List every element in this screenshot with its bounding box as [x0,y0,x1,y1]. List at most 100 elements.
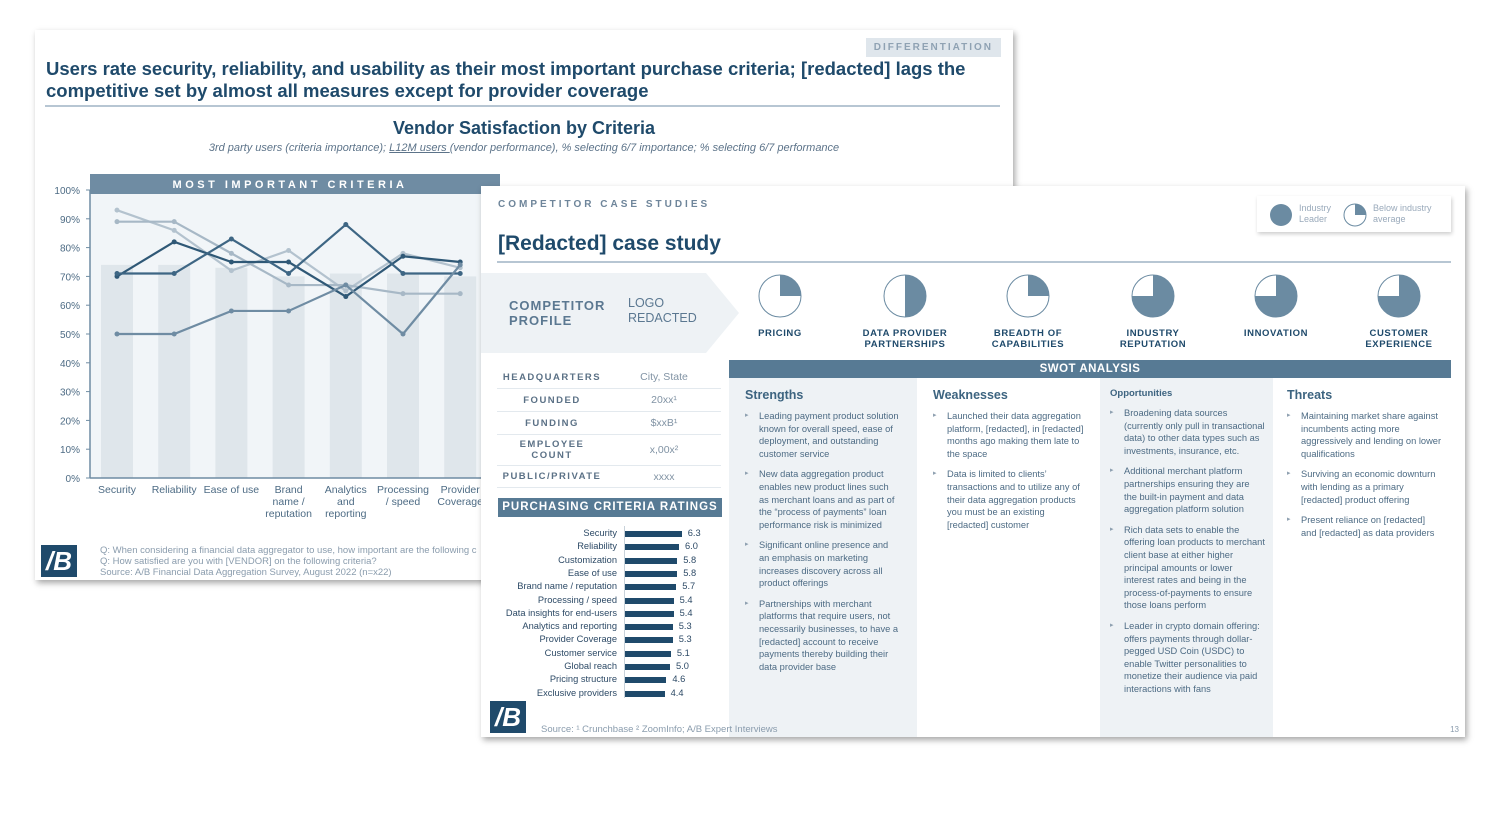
importance-bar [387,273,419,478]
swot-weaknesses: Weaknesses Launched their data aggregatio… [917,378,1100,737]
rating-row: Data insights for end-users 5.4 [481,608,721,620]
chart-header-band [90,174,500,194]
rating-value: 5.3 [678,621,692,632]
rating-bar [625,624,673,631]
rating-value: 5.8 [683,567,697,578]
purchasing-criteria-chart: Security 6.3 Reliability 6.0 Customization 5.… [481,526,731,706]
x-tick-label: Brand name / reputation [265,484,312,520]
y-tick-label: 100% [54,186,80,197]
importance-bar [101,264,133,478]
profile-row: HEADQUARTERS City, State [497,366,721,389]
rating-label: PRICING [758,328,802,339]
data-point [343,222,349,228]
rating-value: 4.6 [672,674,686,685]
swot-bullet: Leading payment product solution known f… [745,410,901,460]
harvey-ball-icon [1006,274,1050,318]
data-point [114,331,120,337]
data-point [343,294,349,300]
data-point [286,271,292,277]
data-point [171,219,177,225]
data-point [457,271,463,277]
y-tick-label: 90% [60,215,80,226]
criteria-label: Ease of use [567,567,617,578]
purchasing-criteria-header: PURCHASING CRITERIA RATINGS [498,498,722,517]
y-tick-label: 0% [66,474,81,485]
swot-bullet: Significant online presence and an empha… [745,539,901,589]
data-point [114,219,120,225]
axis-line [624,526,625,698]
criteria-label: Analytics and reporting [522,621,617,632]
rating-value: 5.7 [682,581,696,592]
profile-value: x,00x² [649,444,679,456]
title-divider [45,105,1000,107]
y-tick-label: 10% [60,445,80,456]
legend-below-label: Below industry average [1373,203,1432,224]
rating-row: Reliability 6.0 [481,541,721,553]
data-point [171,331,177,337]
rating-bar [625,664,670,670]
y-tick-label: 70% [60,272,80,283]
slide-title: [Redacted] case study [498,232,721,255]
rating-bar [625,531,682,537]
data-point [400,253,406,259]
swot-header: SWOT ANALYSIS [729,360,1451,378]
swot-bullet: Maintaining market share against incumbe… [1287,410,1443,460]
rating-value: 5.0 [676,661,689,671]
swot-threats: Threats Maintaining market share against … [1273,378,1451,737]
harvey-ball-icon [883,274,927,318]
criteria-label: Customer service [544,647,617,658]
data-point [286,282,292,288]
rating-value: 6.0 [685,541,698,552]
page-number: 13 [1450,725,1459,734]
rating-value: 5.1 [676,647,690,658]
criteria-label: Data insights for end-users [505,607,617,618]
data-point [228,250,234,256]
section-label: COMPETITOR CASE STUDIES [498,199,711,210]
full-pie-icon [1270,204,1292,226]
harvey-ball-icon [1254,274,1298,318]
profile-key: FUNDING [525,417,579,429]
swot-bullet: Leader in crypto domain offering: offers… [1110,620,1265,696]
rating-label: DATA PROVIDER PARTNERSHIPS [862,328,948,350]
data-point [228,236,234,242]
chart-subtitle: 3rd party users (criteria importance); L… [35,142,1013,154]
profile-key: EMPLOYEE COUNT [519,439,585,461]
y-tick-label: 50% [60,330,80,341]
data-point [228,308,234,314]
rating-label: BREADTH OF CAPABILITIES [991,328,1065,350]
swot-bullet: Surviving an economic downturn with lend… [1287,468,1443,506]
data-point [457,262,463,268]
profile-row: PUBLIC/PRIVATE xxxx [497,466,721,488]
logo-redacted: LOGO REDACTED [628,296,697,325]
rating-row: Analytics and reporting 5.3 [481,621,721,633]
subtitle-part: 3rd party users (criteria importance); [208,142,390,154]
profile-row: EMPLOYEE COUNT x,00x² [497,435,721,466]
profile-row: FOUNDED 20xx¹ [497,389,721,412]
data-point [171,239,177,245]
criteria-label: Brand name / reputation [517,581,617,592]
y-tick-label: 60% [60,301,80,312]
rating-label: INDUSTRY REPUTATION [1119,328,1187,350]
harvey-ball-icon [1377,274,1421,318]
weaknesses-title: Weaknesses [933,388,1008,402]
rating-bar [625,597,674,604]
quarter-pie-icon [1343,203,1367,227]
rating-row: Provider Coverage 5.3 [481,634,721,646]
swot-bullet: New data aggregation product enables new… [745,468,901,531]
x-tick-label: Security [98,484,137,496]
profile-value: City, State [640,371,688,383]
criteria-label: Reliability [577,541,617,552]
rating-row: Processing / speed 5.4 [481,595,721,607]
competitor-profile-banner: COMPETITOR PROFILE LOGO REDACTED [481,273,739,353]
data-point [228,268,234,274]
importance-bar [444,276,477,478]
rating-bar [625,690,665,697]
profile-value: $xxB¹ [650,417,678,429]
importance-bar [329,273,362,478]
swot-bullet: Data is limited to clients’ transactions… [933,468,1084,531]
chart-title: Vendor Satisfaction by Criteria [392,118,656,138]
harvey-ball-icon [1131,274,1175,318]
data-point [114,271,120,277]
rating-bar [625,677,667,684]
rating-bar [625,570,678,577]
